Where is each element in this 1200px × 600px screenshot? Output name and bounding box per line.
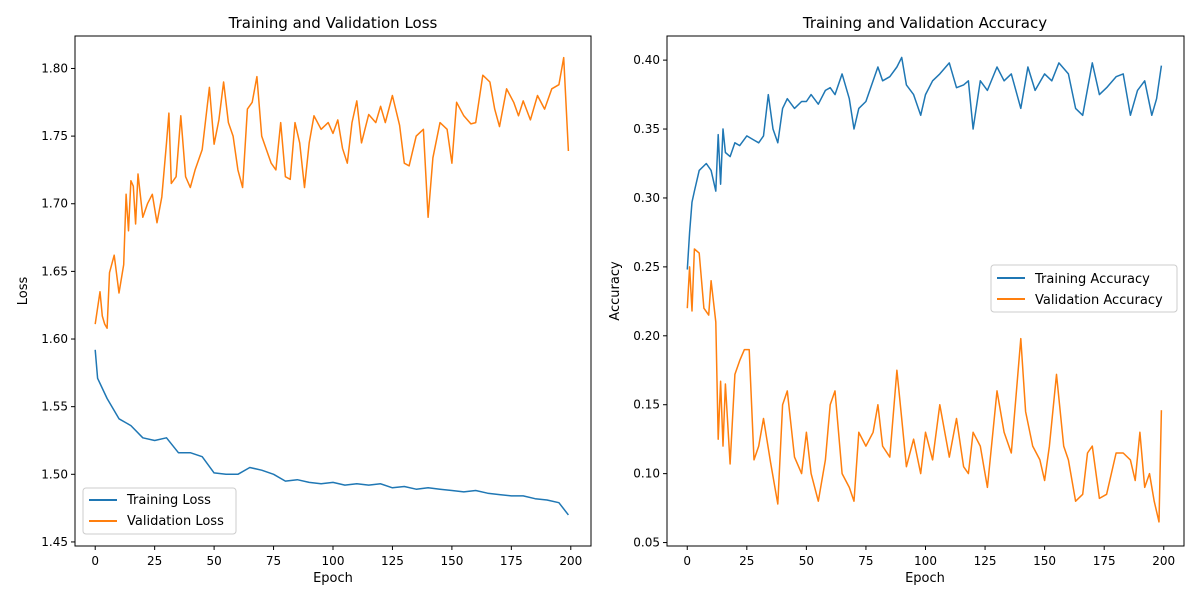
y-tick-label: 1.80 — [41, 61, 68, 75]
y-tick-label: 1.45 — [41, 535, 68, 549]
loss-chart-legend: Training Loss Validation Loss — [82, 487, 237, 535]
x-tick-label: 0 — [683, 554, 691, 568]
accuracy-chart-axes-frame — [666, 35, 1185, 547]
x-tick-label: 175 — [500, 554, 523, 568]
y-tick-label: 0.25 — [633, 260, 660, 274]
series-line-validation-accuracy — [686, 248, 1163, 523]
x-tick-label: 75 — [858, 554, 873, 568]
loss-chart-series — [94, 56, 570, 516]
y-tick-label: 1.75 — [41, 129, 68, 143]
x-tick-label: 200 — [1152, 554, 1175, 568]
legend-label-training-accuracy: Training Accuracy — [1034, 272, 1150, 287]
accuracy-chart-title: Training and Validation Accuracy — [802, 14, 1047, 32]
accuracy-chart-series — [686, 56, 1163, 523]
x-tick-label: 175 — [1093, 554, 1116, 568]
series-line-training-accuracy — [686, 56, 1163, 270]
loss-legend-box — [82, 487, 237, 535]
y-tick-label: 0.30 — [633, 191, 660, 205]
y-tick-label: 1.50 — [41, 467, 68, 481]
y-tick-label: 1.65 — [41, 264, 68, 278]
legend-label-validation-loss: Validation Loss — [127, 514, 224, 529]
y-tick-label: 0.10 — [633, 467, 660, 481]
x-tick-label: 125 — [974, 554, 997, 568]
series-line-training-loss — [94, 349, 569, 516]
y-tick-label: 0.40 — [633, 53, 660, 67]
loss-chart-ylabel: Loss — [16, 277, 31, 306]
loss-chart: Training and Validation Loss Epoch Loss … — [16, 14, 592, 586]
accuracy-chart-legend: Training Accuracy Validation Accuracy — [990, 264, 1178, 313]
y-tick-label: 0.35 — [633, 122, 660, 136]
x-tick-label: 50 — [799, 554, 814, 568]
legend-label-validation-accuracy: Validation Accuracy — [1035, 293, 1163, 308]
loss-chart-title: Training and Validation Loss — [228, 14, 438, 32]
x-tick-label: 50 — [206, 554, 221, 568]
loss-chart-axes-frame — [74, 35, 592, 547]
y-tick-label: 1.70 — [41, 197, 68, 211]
accuracy-chart-x-ticks: 0 25 50 75 100 125 150 175 200 — [683, 546, 1175, 568]
x-tick-label: 0 — [91, 554, 99, 568]
y-tick-label: 0.15 — [633, 398, 660, 412]
x-tick-label: 25 — [147, 554, 162, 568]
loss-chart-x-ticks: 0 25 50 75 100 125 150 175 200 — [91, 546, 582, 568]
x-tick-label: 150 — [1033, 554, 1056, 568]
accuracy-chart: Training and Validation Accuracy Epoch A… — [608, 14, 1185, 586]
x-tick-label: 125 — [381, 554, 404, 568]
accuracy-chart-y-ticks: 0.05 0.10 0.15 0.20 0.25 0.30 0.35 0.40 — [633, 53, 667, 550]
y-tick-label: 1.60 — [41, 332, 68, 346]
x-tick-label: 100 — [914, 554, 937, 568]
y-tick-label: 0.20 — [633, 329, 660, 343]
accuracy-chart-xlabel: Epoch — [905, 571, 945, 586]
y-tick-label: 1.55 — [41, 400, 68, 414]
loss-chart-xlabel: Epoch — [313, 571, 353, 586]
x-tick-label: 200 — [559, 554, 582, 568]
accuracy-chart-ylabel: Accuracy — [608, 261, 623, 321]
x-tick-label: 75 — [266, 554, 281, 568]
x-tick-label: 150 — [440, 554, 463, 568]
x-tick-label: 100 — [322, 554, 345, 568]
series-line-validation-loss — [94, 56, 570, 329]
x-tick-label: 25 — [739, 554, 754, 568]
accuracy-legend-box — [990, 264, 1178, 313]
legend-label-training-loss: Training Loss — [126, 493, 211, 508]
loss-chart-y-ticks: 1.45 1.50 1.55 1.60 1.65 1.70 1.75 1.80 — [41, 61, 75, 549]
y-tick-label: 0.05 — [633, 536, 660, 550]
